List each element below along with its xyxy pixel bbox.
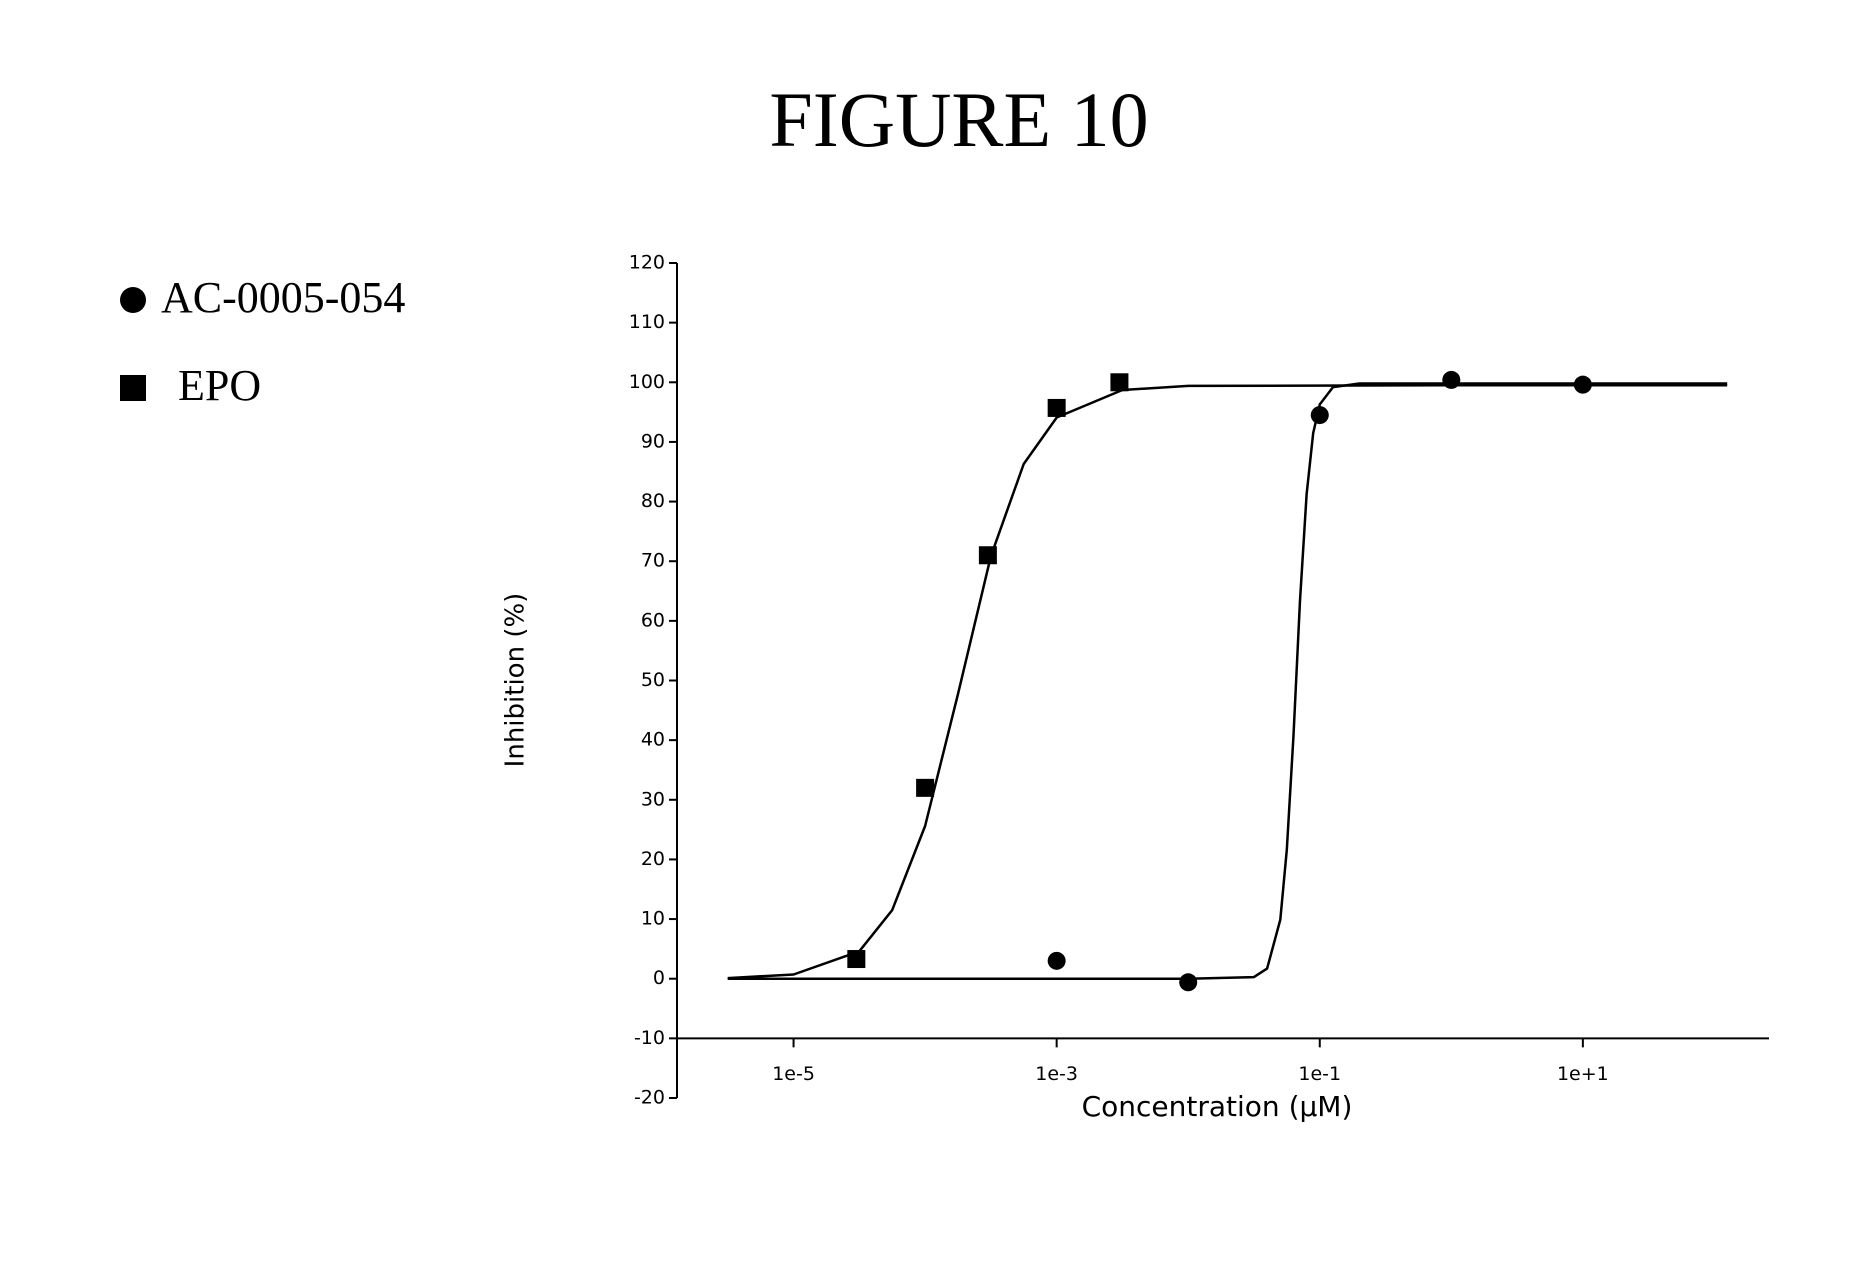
y-tick-label: 20 (641, 848, 665, 870)
legend-label: AC-0005-054 (161, 273, 405, 322)
data-point (1311, 406, 1329, 424)
y-tick-label: 50 (641, 669, 665, 691)
data-point (1110, 373, 1128, 391)
legend-marker (120, 287, 146, 313)
y-tick-label: -20 (634, 1087, 665, 1109)
data-point (1048, 399, 1066, 417)
y-tick-label: 80 (641, 490, 665, 512)
x-axis-label: Concentration (µM) (1082, 1090, 1353, 1123)
x-tick-label: 1e-5 (772, 1063, 815, 1085)
fit-curve (728, 384, 1727, 979)
y-tick-label: 100 (629, 371, 665, 393)
x-tick-label: 1e-3 (1035, 1063, 1078, 1085)
y-tick-label: 40 (641, 729, 665, 751)
x-tick-label: 1e-1 (1298, 1063, 1341, 1085)
y-tick-label: 90 (641, 430, 665, 452)
y-tick-label: 60 (641, 609, 665, 631)
y-tick-label: 0 (653, 967, 665, 989)
y-tick-label: -10 (634, 1027, 665, 1049)
chart: FIGURE 10 Concentration (µM) Inhibition … (0, 0, 1875, 1276)
chart-title: FIGURE 10 (769, 76, 1148, 163)
data-point (1048, 952, 1066, 970)
x-tick-label: 1e+1 (1557, 1063, 1609, 1085)
fit-curve (728, 385, 1727, 978)
y-axis-label: Inhibition (%) (501, 593, 531, 768)
y-tick-label: 110 (629, 311, 665, 333)
legend-label: EPO (178, 361, 261, 410)
data-point (847, 950, 865, 968)
y-tick-label: 10 (641, 908, 665, 930)
y-tick-label: 120 (629, 252, 665, 274)
y-tick-label: 30 (641, 788, 665, 810)
data-point (979, 546, 997, 564)
y-tick-label: 70 (641, 550, 665, 572)
data-point (916, 779, 934, 797)
data-point (1179, 973, 1197, 991)
legend-marker (120, 375, 146, 401)
